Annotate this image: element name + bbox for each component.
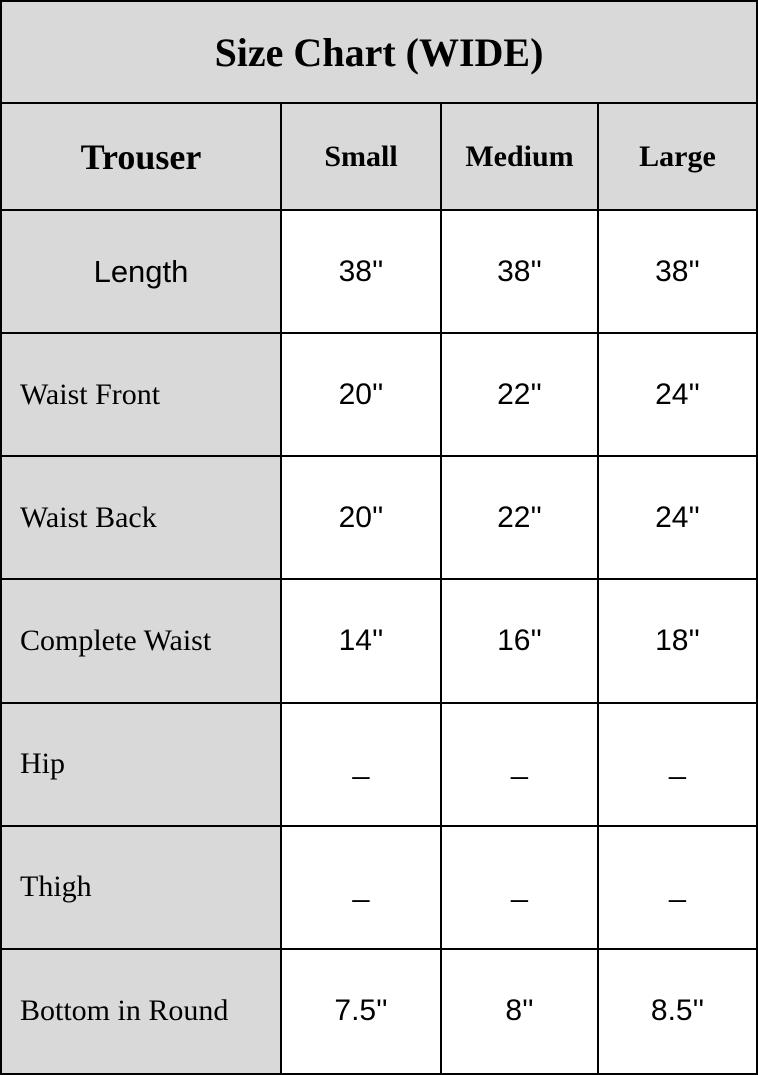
value-hip-small: _ <box>282 703 442 827</box>
value-length-medium: 38'' <box>442 211 599 335</box>
value-thigh-small: _ <box>282 826 442 950</box>
column-header-trouser: Trouser <box>2 104 282 211</box>
value-waist-back-small: 20'' <box>282 457 442 581</box>
value-waist-front-large: 24'' <box>599 334 756 458</box>
value-waist-front-medium: 22'' <box>442 334 599 458</box>
row-label-waist-back: Waist Back <box>2 457 282 581</box>
value-waist-back-large: 24'' <box>599 457 756 581</box>
row-label-hip: Hip <box>2 703 282 827</box>
value-bottom-in-round-large: 8.5'' <box>599 949 756 1073</box>
value-bottom-in-round-medium: 8'' <box>442 949 599 1073</box>
value-thigh-medium: _ <box>442 826 599 950</box>
value-length-large: 38'' <box>599 211 756 335</box>
column-header-small: Small <box>282 104 442 211</box>
value-hip-large: _ <box>599 703 756 827</box>
row-label-bottom-in-round: Bottom in Round <box>2 949 282 1073</box>
value-complete-waist-medium: 16'' <box>442 580 599 704</box>
row-label-waist-front: Waist Front <box>2 334 282 458</box>
value-thigh-large: _ <box>599 826 756 950</box>
column-header-large: Large <box>599 104 756 211</box>
value-complete-waist-large: 18'' <box>599 580 756 704</box>
value-complete-waist-small: 14'' <box>282 580 442 704</box>
row-label-complete-waist: Complete Waist <box>2 580 282 704</box>
column-header-medium: Medium <box>442 104 599 211</box>
value-bottom-in-round-small: 7.5'' <box>282 949 442 1073</box>
row-label-length: Length <box>2 211 282 335</box>
row-label-thigh: Thigh <box>2 826 282 950</box>
value-waist-back-medium: 22'' <box>442 457 599 581</box>
value-length-small: 38'' <box>282 211 442 335</box>
table-title: Size Chart (WIDE) <box>2 2 756 104</box>
value-hip-medium: _ <box>442 703 599 827</box>
value-waist-front-small: 20'' <box>282 334 442 458</box>
